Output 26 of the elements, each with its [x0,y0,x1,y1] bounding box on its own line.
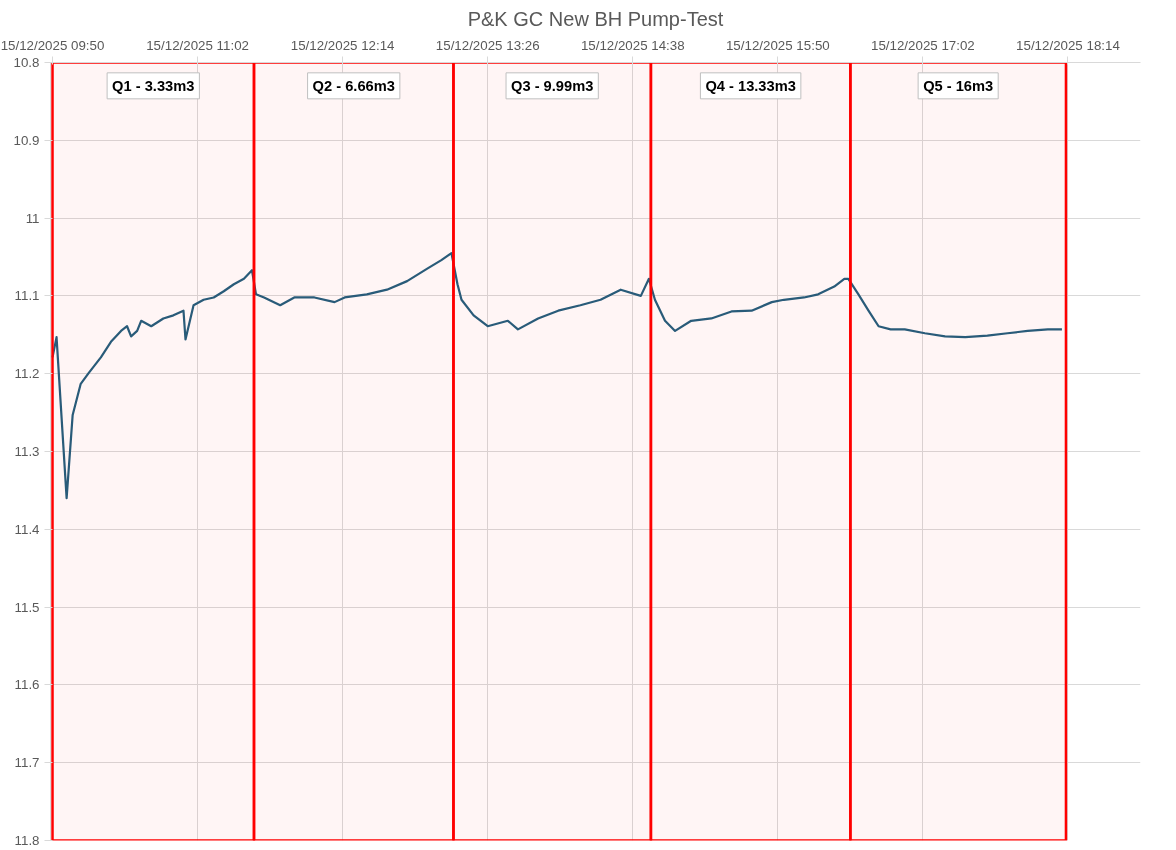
y-tick-label: 11 [25,210,40,226]
y-tick-label: 11.1 [14,288,40,304]
y-tick-label: 10.8 [13,55,40,70]
y-tick-label: 10.9 [13,132,40,148]
x-tick-label: 15/12/2025 14:38 [580,37,685,53]
band-label: Q3 - 9.99m3 [511,77,594,94]
band-label: Q2 - 6.66m3 [312,77,395,94]
y-tick-label: 11.3 [14,444,40,459]
chart-title: P&K GC New BH Pump-Test [467,7,724,30]
x-tick-label: 15/12/2025 09:50 [0,37,105,53]
band-label: Q4 - 13.33m3 [705,77,796,94]
x-tick-label: 15/12/2025 15:50 [725,37,830,53]
y-tick-label: 11.5 [14,599,40,615]
y-tick-label: 11.8 [14,833,40,848]
band-label: Q5 - 16m3 [923,77,994,94]
x-tick-label: 15/12/2025 12:14 [290,37,396,53]
x-tick-label: 15/12/2025 13:26 [435,37,540,53]
y-tick-label: 11.7 [14,755,40,771]
x-tick-label: 15/12/2025 17:02 [871,37,975,53]
y-tick-label: 11.2 [14,366,40,382]
y-tick-label: 11.6 [14,677,40,693]
y-tick-label: 11.4 [14,521,41,537]
x-tick-label: 15/12/2025 18:14 [1016,37,1121,53]
line-series [51,252,1064,500]
band-label: Q1 - 3.33m3 [112,77,195,94]
x-tick-label: 15/12/2025 11:02 [146,37,249,53]
